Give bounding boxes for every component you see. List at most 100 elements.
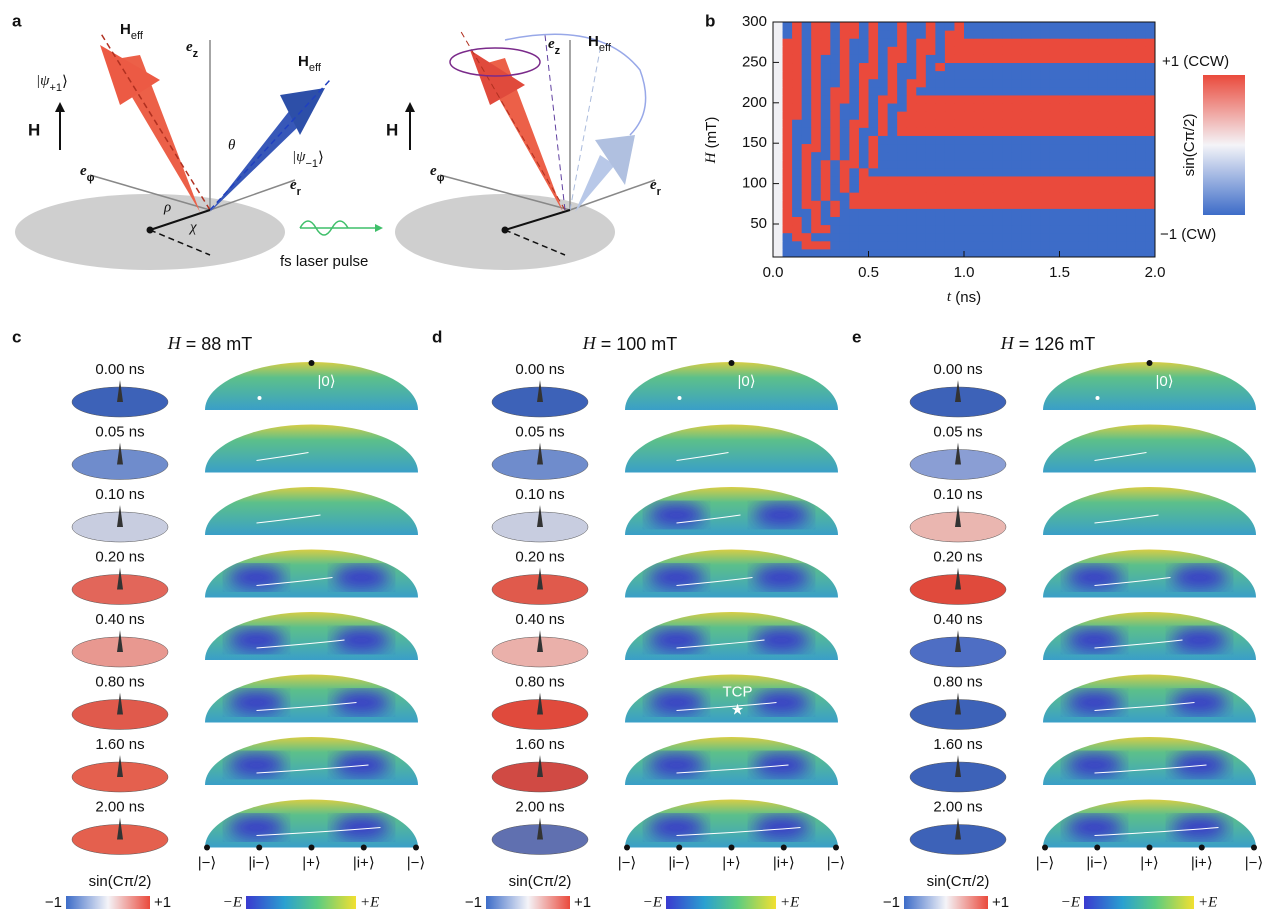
heatmap-cell [935, 46, 946, 55]
heatmap-cell [1030, 46, 1041, 55]
heatmap-cell [1116, 38, 1127, 47]
heatmap-cell [973, 127, 984, 136]
heatmap-cell [801, 86, 812, 96]
heatmap-cell [849, 216, 860, 226]
heatmap-cell [1097, 127, 1108, 136]
trajectory [676, 827, 801, 836]
heatmap-cell [792, 135, 803, 145]
trajectory [676, 639, 765, 649]
heatmap-cell [782, 184, 793, 193]
heatmap-cell [820, 184, 831, 193]
heatmap-cell [944, 22, 955, 31]
heatmap-cell [1011, 70, 1022, 80]
heatmap-cell [1069, 224, 1080, 234]
heatmap-cell [811, 86, 822, 96]
time-label: 0.05 ns [95, 423, 144, 440]
heatmap-cell [1021, 175, 1032, 185]
heatmap-cell [954, 62, 965, 72]
heatmap-cell [925, 240, 936, 250]
dome-fill [1043, 737, 1256, 785]
heatmap-cell [1002, 46, 1013, 55]
heatmap-cell [1040, 175, 1051, 185]
heatmap-cell [1002, 38, 1013, 47]
heatmap-cell [1021, 151, 1032, 161]
heatmap-cell [820, 127, 831, 136]
heatmap-cell [868, 22, 879, 31]
state-label-pre: |ψ [36, 73, 50, 89]
heatmap-cell [1116, 70, 1127, 80]
heatmap-cell [1145, 224, 1155, 234]
axis-label-base: e [290, 177, 297, 193]
heatmap-cell [1107, 200, 1118, 209]
heatmap-cell [1002, 22, 1013, 31]
heatmap-cell [1021, 200, 1032, 209]
heatmap-cell [916, 94, 927, 104]
heatmap-cell [992, 232, 1003, 242]
heatmap-cell [839, 200, 850, 209]
heatmap-cell [887, 159, 898, 169]
heatmap-cell [792, 86, 803, 96]
heatmap-cell [1078, 167, 1089, 177]
heatmap-cell [1011, 167, 1022, 177]
heatmap-cell [887, 208, 898, 217]
heatmap-cell [1069, 62, 1080, 72]
heatmap-cell [897, 151, 908, 161]
state-label: |−⟩ [618, 854, 637, 871]
heatmap-cell [1126, 94, 1137, 104]
heatmap-cell [906, 184, 917, 193]
heatmap-cell [1116, 159, 1127, 169]
heatmap-cell [849, 175, 860, 185]
time-label: 0.80 ns [95, 673, 144, 690]
heatmap-cell [1116, 175, 1127, 185]
heatmap-cell [1030, 184, 1041, 193]
heatmap-cell [925, 184, 936, 193]
heatmap-cell [992, 240, 1003, 250]
heatmap-cell [801, 111, 812, 120]
heatmap-cell [858, 135, 869, 145]
heatmap-cell [1059, 111, 1070, 120]
heatmap-cell [954, 159, 965, 169]
trajectory [676, 702, 777, 711]
heatmap-cell [1069, 78, 1080, 88]
heatmap-cell [858, 127, 869, 136]
trajectory [256, 702, 357, 711]
heatmap-cell [1107, 94, 1118, 104]
heatmap-cell [878, 30, 889, 39]
heatmap-cell [1097, 46, 1108, 55]
heatmap-cell [839, 224, 850, 234]
heatmap-cell [1021, 111, 1032, 120]
heatmap-cell [868, 103, 879, 112]
heatmap-cell [1088, 86, 1099, 96]
heatmap-cell [1097, 38, 1108, 47]
heatmap-cell [973, 159, 984, 169]
heatmap-cell [964, 248, 975, 257]
dome-fill [1043, 674, 1256, 723]
heatmap-cell [983, 184, 994, 193]
heatmap-cell [1059, 192, 1070, 201]
heatmap-cell [1116, 240, 1127, 250]
heatmap-cell [1002, 151, 1013, 161]
heatmap-cell [1078, 119, 1089, 128]
heatmap-cell [811, 62, 822, 72]
heatmap-cell [906, 175, 917, 185]
skyrmion-core [955, 567, 961, 590]
heatmap-cell [1088, 103, 1099, 112]
heatmap-cell [1107, 216, 1118, 226]
heatmap-cell [897, 70, 908, 80]
heatmap-cell [849, 38, 860, 47]
heatmap-cell [897, 54, 908, 64]
heatmap-cell [801, 184, 812, 193]
heatmap-cell [973, 175, 984, 185]
heatmap-cell [1097, 208, 1108, 217]
energy-minimum [228, 628, 285, 652]
heatmap-cell [964, 208, 975, 217]
heatmap-cell [849, 70, 860, 80]
heatmap-cell [992, 200, 1003, 209]
heatmap-cell [820, 54, 831, 64]
dome-fill [1043, 799, 1256, 848]
state-label: |i−⟩ [248, 854, 270, 871]
colorbar-end: −1 [465, 894, 482, 911]
heatmap-cell [1021, 54, 1032, 64]
heatmap-cell [906, 94, 917, 104]
heatmap-cell [983, 30, 994, 39]
